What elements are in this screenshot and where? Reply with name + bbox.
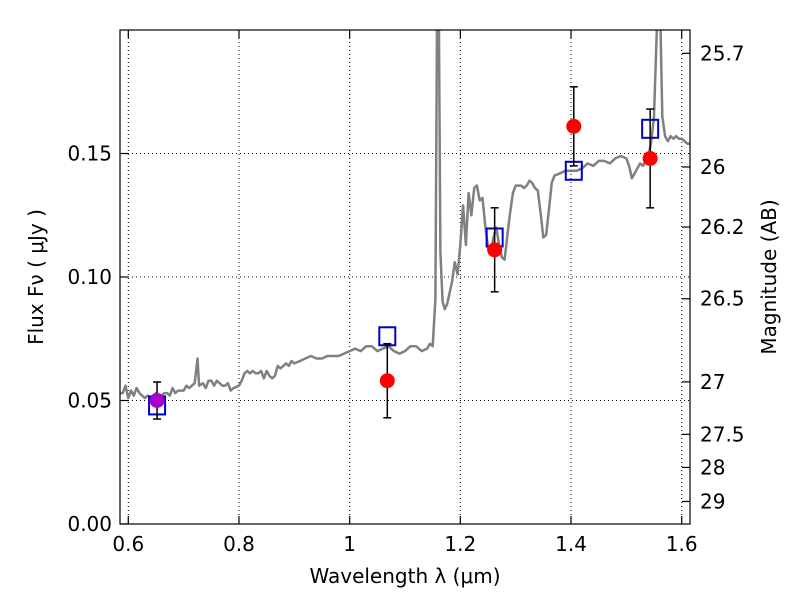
ticks: 0.6 0.8 1 1.2 1.4 1.6 0.00 0.05 0.10 0.15 25.7 26 26… <box>67 30 745 556</box>
photometry-point <box>379 373 395 389</box>
x-tick-label: 1.6 <box>666 532 698 556</box>
data-layer <box>120 30 690 400</box>
right-tick-label: 27.5 <box>700 422 745 446</box>
right-tick-label: 28 <box>700 455 725 479</box>
right-tick-label: 26.2 <box>700 215 745 239</box>
x-tick-label: 0.8 <box>223 532 255 556</box>
right-tick-label: 27 <box>700 370 725 394</box>
photometry-point <box>487 242 503 258</box>
model-spectrum-line <box>120 30 690 400</box>
x-tick-label: 1.2 <box>444 532 476 556</box>
right-axis-label: Magnitude (AB) <box>757 199 781 354</box>
right-tick-label: 29 <box>700 489 725 513</box>
x-axis-label: Wavelength λ (μm) <box>309 564 500 588</box>
y-axis-label: Flux Fν ( μJy ) <box>24 209 48 345</box>
right-tick-label: 26 <box>700 155 725 179</box>
x-tick-label: 1 <box>343 532 356 556</box>
photometry-point <box>566 118 582 134</box>
photometry-point <box>149 393 165 408</box>
y-tick-label: 0.15 <box>67 142 112 166</box>
right-tick-label: 26.5 <box>700 287 745 311</box>
photometry-point <box>642 150 658 166</box>
x-tick-label: 1.4 <box>555 532 587 556</box>
right-tick-label: 25.7 <box>700 41 745 65</box>
y-tick-label: 0.00 <box>67 512 112 536</box>
y-tick-label: 0.10 <box>67 265 112 289</box>
y-tick-label: 0.05 <box>67 389 112 413</box>
marker-layer <box>148 86 660 420</box>
x-tick-label: 0.6 <box>112 532 144 556</box>
